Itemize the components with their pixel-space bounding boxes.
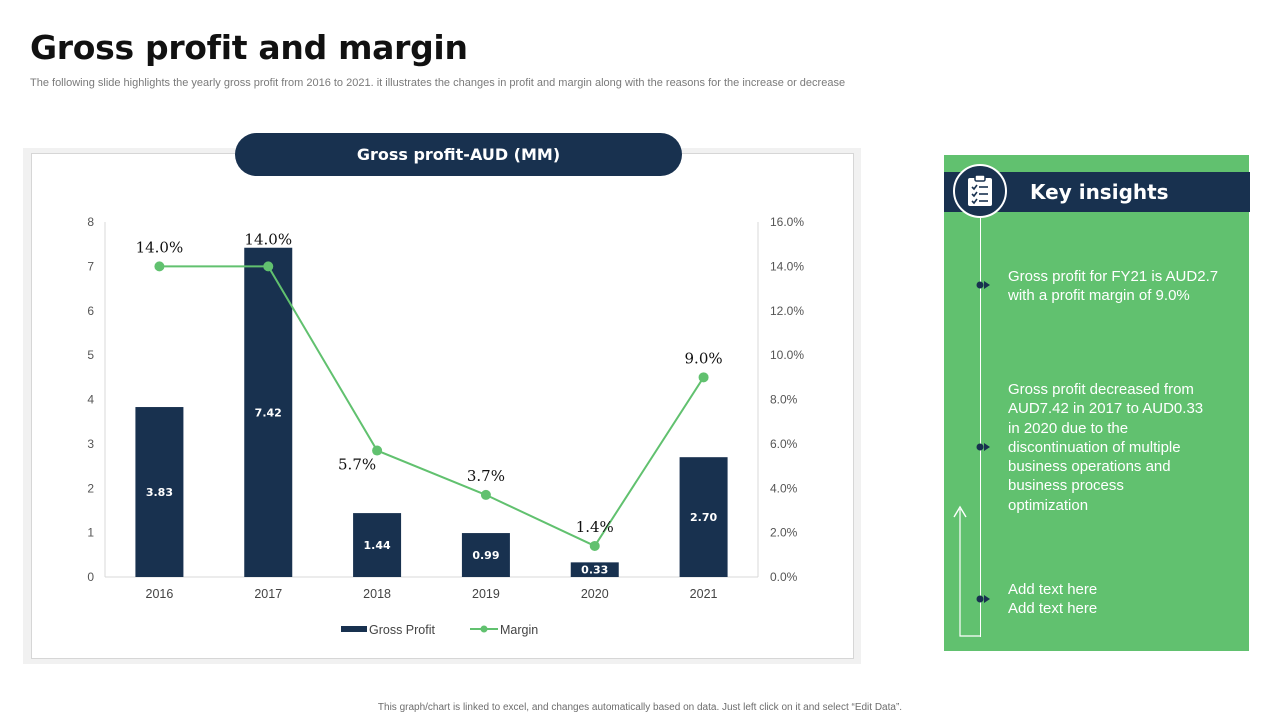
right-tick-label: 0.0% — [770, 570, 798, 584]
clipboard-icon — [953, 164, 1007, 218]
margin-marker-2016[interactable] — [154, 261, 165, 272]
margin-marker-2019[interactable] — [480, 489, 491, 500]
bar-label-2018: 1.44 — [364, 539, 391, 552]
margin-label-2021: 9.0% — [685, 349, 723, 367]
arrow-bullet-icon — [976, 443, 990, 451]
left-tick-label: 3 — [87, 437, 94, 451]
margin-line-series — [154, 261, 709, 551]
left-tick-label: 8 — [87, 215, 94, 229]
right-tick-label: 10.0% — [770, 348, 804, 362]
right-axis-ticks: 0.0% 2.0% 4.0% 6.0% 8.0% 10.0% 12.0% 14.0% 16.0% — [770, 215, 804, 584]
x-tick-label-2021: 2021 — [690, 587, 718, 601]
page-subtitle: The following slide highlights the yearl… — [30, 77, 846, 89]
left-tick-label: 4 — [87, 393, 94, 407]
bar-series — [135, 247, 728, 578]
left-tick-label: 1 — [87, 526, 94, 540]
bar-value-labels: 3.83 7.42 1.44 0.99 0.33 2.70 — [146, 406, 718, 576]
insight-item-1: Gross profit for FY21 is AUD2.7 with a p… — [1008, 268, 1219, 305]
margin-value-labels: 14.0% 14.0% 5.7% 3.7% 1.4% 9.0% — [136, 230, 723, 536]
x-tick-label-2017: 2017 — [254, 587, 282, 601]
bar-2017[interactable] — [244, 247, 293, 578]
bar-label-2019: 0.99 — [472, 549, 499, 562]
up-arrow-icon — [953, 505, 980, 637]
bar-label-2016: 3.83 — [146, 486, 173, 499]
chart-title: Gross profit-AUD (MM) — [235, 133, 682, 176]
x-tick-label-2020: 2020 — [581, 587, 609, 601]
footer-note: This graph/chart is linked to excel, and… — [377, 702, 903, 713]
right-tick-label: 16.0% — [770, 215, 804, 229]
margin-label-2016: 14.0% — [136, 238, 184, 256]
arrow-bullet-icon — [976, 595, 990, 603]
margin-marker-2018[interactable] — [372, 445, 383, 456]
chart-legend: Gross Profit Margin — [341, 623, 538, 637]
right-tick-label: 12.0% — [770, 304, 804, 318]
legend-margin-label: Margin — [500, 623, 538, 637]
timeline-line — [980, 218, 981, 637]
margin-label-2017: 14.0% — [244, 230, 292, 248]
insights-panel — [944, 155, 1249, 651]
legend-gross-profit-label: Gross Profit — [369, 623, 436, 637]
margin-label-2019: 3.7% — [467, 467, 505, 485]
right-tick-label: 6.0% — [770, 437, 798, 451]
page-title: Gross profit and margin — [30, 28, 468, 67]
left-tick-label: 7 — [87, 259, 94, 273]
margin-marker-2020[interactable] — [589, 540, 600, 551]
insight-item-2: Gross profit decreased from AUD7.42 in 2… — [1008, 381, 1204, 514]
bar-label-2021: 2.70 — [690, 511, 717, 524]
insights-title: Key insights — [1030, 180, 1169, 204]
right-tick-label: 14.0% — [770, 259, 804, 273]
x-axis-tick-labels: 2016 2017 2018 2019 2020 2021 — [146, 587, 718, 601]
arrow-bullet-icon — [976, 281, 990, 289]
bar-label-2020: 0.33 — [581, 564, 608, 577]
right-tick-label: 2.0% — [770, 526, 798, 540]
left-tick-label: 6 — [87, 304, 94, 318]
margin-marker-2021[interactable] — [698, 372, 709, 383]
legend-margin-marker — [480, 625, 488, 633]
left-tick-label: 0 — [87, 570, 94, 584]
x-tick-label-2016: 2016 — [146, 587, 174, 601]
bar-2018[interactable] — [353, 513, 402, 577]
bar-label-2017: 7.42 — [255, 406, 282, 419]
margin-label-2018: 5.7% — [338, 456, 376, 474]
margin-line — [159, 265, 705, 548]
legend-gross-profit-swatch — [341, 626, 367, 632]
bar-2020[interactable] — [570, 562, 619, 577]
bar-2021[interactable] — [679, 457, 728, 577]
left-tick-label: 2 — [87, 481, 94, 495]
insight-item-3: Add text here Add text here — [1008, 581, 1098, 618]
right-tick-label: 8.0% — [770, 393, 798, 407]
margin-marker-2017[interactable] — [263, 261, 274, 272]
margin-label-2020: 1.4% — [576, 518, 614, 536]
left-tick-label: 5 — [87, 348, 94, 362]
x-tick-label-2018: 2018 — [363, 587, 391, 601]
bar-2019[interactable] — [461, 533, 510, 577]
x-tick-label-2019: 2019 — [472, 587, 500, 601]
bar-2016[interactable] — [135, 407, 184, 577]
right-tick-label: 4.0% — [770, 481, 798, 495]
left-axis-ticks: 0 1 2 3 4 5 6 7 8 — [87, 215, 94, 584]
